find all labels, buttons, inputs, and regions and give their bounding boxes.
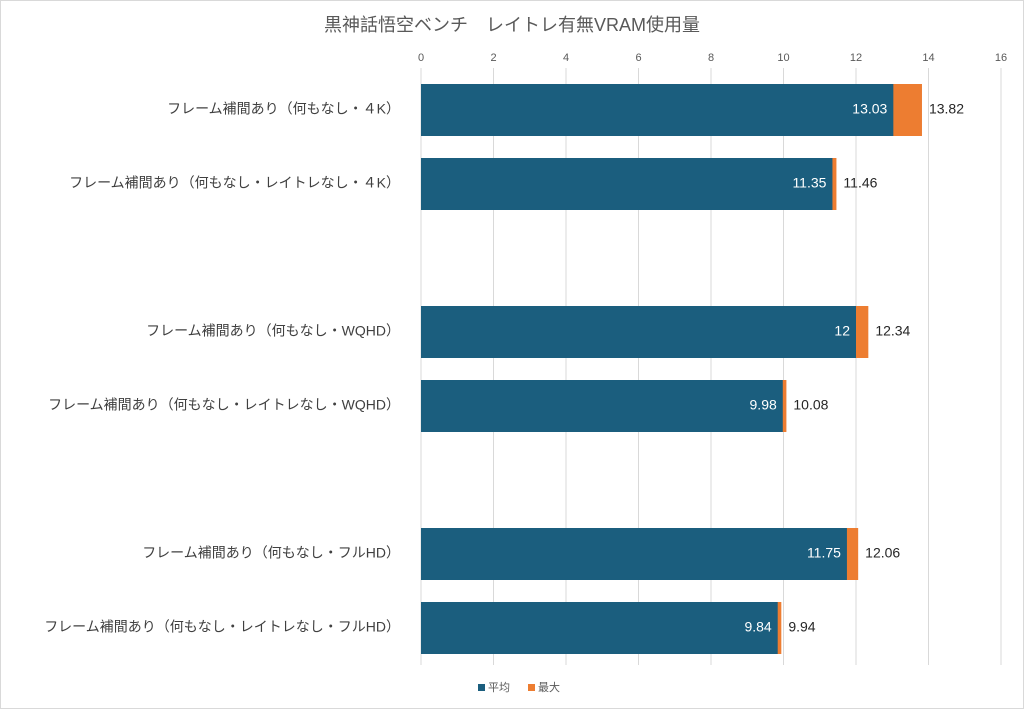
x-tick-label: 4 [563, 52, 569, 64]
data-label: 9.94 [788, 619, 815, 635]
x-tick-label: 8 [708, 52, 714, 64]
data-label: 13.82 [929, 101, 964, 117]
x-tick-label: 0 [418, 52, 424, 64]
x-tick-label: 6 [635, 52, 641, 64]
data-label: 12.34 [875, 323, 910, 339]
bar [421, 380, 783, 432]
data-label: 9.98 [750, 397, 777, 413]
y-tick-label: フレーム補間あり（何もなし・レイトレなし・フルHD） [44, 619, 400, 635]
data-label: 9.84 [744, 619, 771, 635]
x-tick-label: 10 [777, 52, 789, 64]
legend-label: 最大 [538, 680, 560, 694]
y-tick-label: フレーム補間あり（何もなし・４K） [167, 101, 400, 117]
legend-label: 平均 [488, 681, 510, 694]
chart-title: 黒神話悟空ベンチ レイトレ有無VRAM使用量 [324, 15, 700, 35]
y-tick-label: フレーム補間あり（何もなし・フルHD） [142, 545, 400, 561]
y-tick-label: フレーム補間あり（何もなし・レイトレなし・WQHD） [48, 397, 400, 413]
x-tick-label: 16 [995, 52, 1007, 64]
data-label: 12 [834, 323, 850, 339]
legend-swatch [528, 684, 535, 691]
y-tick-label: フレーム補間あり（何もなし・WQHD） [146, 323, 400, 339]
x-tick-label: 2 [490, 52, 496, 64]
legend-swatch [478, 684, 485, 691]
data-label: 13.03 [852, 101, 887, 117]
data-label: 11.75 [807, 545, 841, 561]
data-label: 12.06 [865, 545, 900, 561]
data-label: 11.35 [792, 175, 826, 191]
bar [421, 84, 894, 136]
bar [421, 158, 833, 210]
bar [421, 602, 778, 654]
x-tick-label: 12 [850, 52, 862, 64]
y-tick-label: フレーム補間あり（何もなし・レイトレなし・４K） [69, 175, 400, 191]
bar [421, 528, 847, 580]
x-tick-label: 14 [922, 52, 934, 64]
data-label: 11.46 [843, 175, 877, 191]
data-label: 10.08 [793, 397, 828, 413]
bar [421, 306, 856, 358]
